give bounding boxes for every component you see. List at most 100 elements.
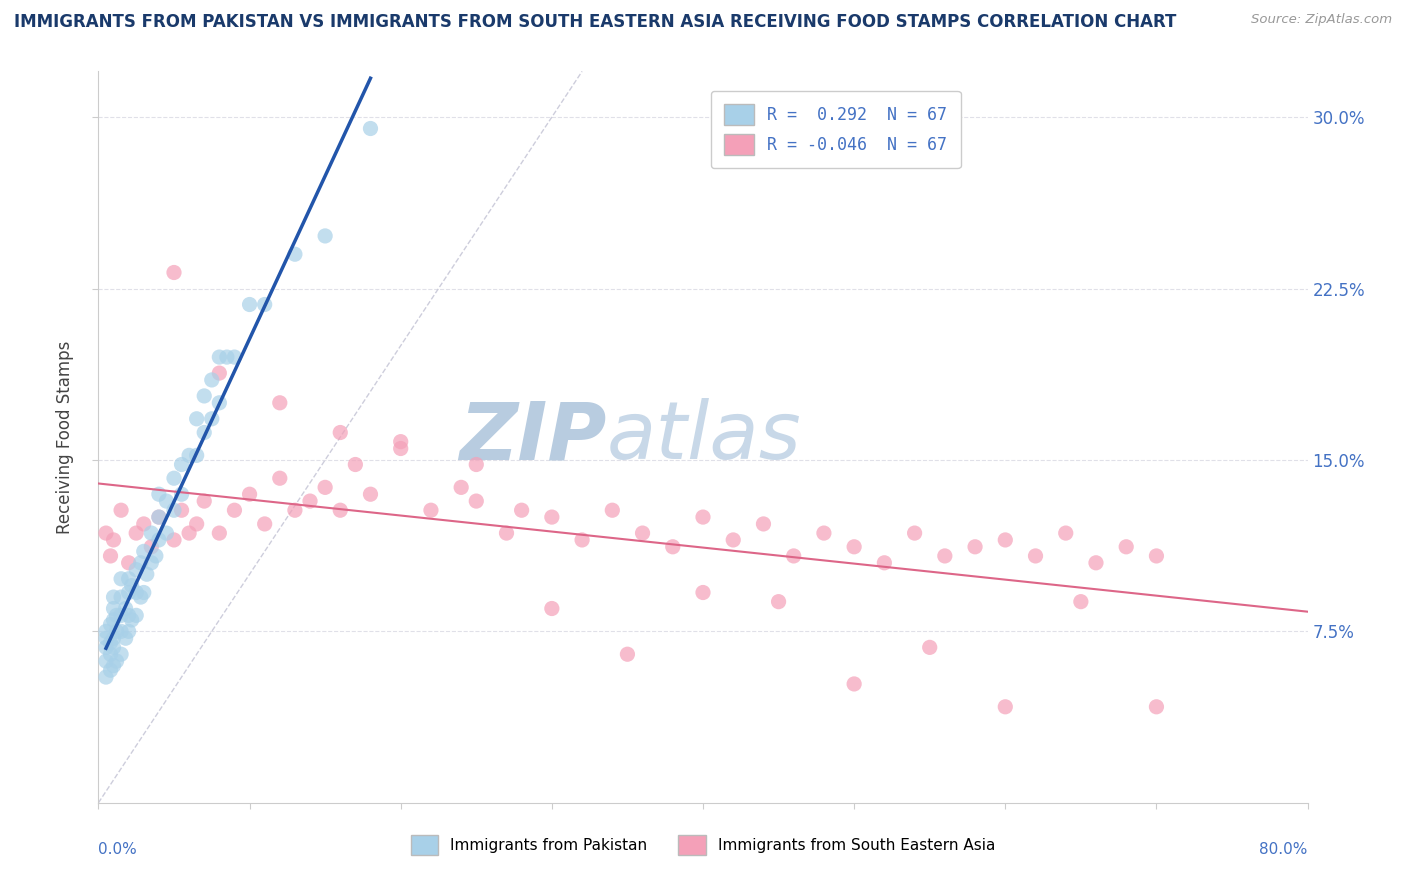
Y-axis label: Receiving Food Stamps: Receiving Food Stamps <box>56 341 75 533</box>
Point <box>125 526 148 541</box>
Point <box>224 503 246 517</box>
Point <box>170 487 193 501</box>
Point <box>692 510 714 524</box>
Point <box>110 590 132 604</box>
Point <box>201 373 224 387</box>
Text: atlas: atlas <box>606 398 801 476</box>
Point <box>208 396 231 410</box>
Point <box>193 494 215 508</box>
Point <box>934 549 956 563</box>
Point <box>420 503 443 517</box>
Point <box>465 458 488 472</box>
Point <box>163 503 186 517</box>
Point <box>253 297 276 311</box>
Point <box>299 494 322 508</box>
Point <box>208 526 231 541</box>
Point <box>783 549 806 563</box>
Point <box>94 640 117 655</box>
Point <box>360 121 382 136</box>
Point <box>329 425 352 440</box>
Point <box>110 572 132 586</box>
Point <box>813 526 835 541</box>
Point <box>125 608 148 623</box>
Point <box>148 533 170 547</box>
Point <box>125 563 148 577</box>
Point <box>186 412 208 426</box>
Point <box>148 510 170 524</box>
Point <box>118 572 141 586</box>
Point <box>1085 556 1108 570</box>
Point <box>768 595 790 609</box>
Point <box>132 544 155 558</box>
Point <box>1144 699 1167 714</box>
Point <box>253 516 276 531</box>
Point <box>155 494 177 508</box>
Point <box>239 487 262 501</box>
Point <box>141 556 163 570</box>
Point <box>193 389 215 403</box>
Point <box>129 590 152 604</box>
Point <box>918 640 941 655</box>
Point <box>163 533 186 547</box>
Point <box>844 677 866 691</box>
Point <box>692 585 714 599</box>
Point <box>844 540 866 554</box>
Point <box>121 579 143 593</box>
Point <box>94 632 117 646</box>
Point <box>132 516 155 531</box>
Point <box>94 670 117 684</box>
Point <box>129 556 152 570</box>
Point <box>193 425 215 440</box>
Point <box>148 510 170 524</box>
Point <box>110 503 132 517</box>
Point <box>495 526 517 541</box>
Point <box>125 585 148 599</box>
Point <box>1054 526 1077 541</box>
Point <box>269 396 291 410</box>
Point <box>631 526 654 541</box>
Point <box>155 526 177 541</box>
Legend: Immigrants from Pakistan, Immigrants from South Eastern Asia: Immigrants from Pakistan, Immigrants fro… <box>405 830 1001 861</box>
Point <box>904 526 927 541</box>
Point <box>269 471 291 485</box>
Point <box>201 412 224 426</box>
Point <box>94 526 117 541</box>
Point <box>284 503 307 517</box>
Point <box>1144 549 1167 563</box>
Point <box>163 266 186 280</box>
Point <box>465 494 488 508</box>
Point <box>163 471 186 485</box>
Point <box>105 608 128 623</box>
Point <box>602 503 624 517</box>
Point <box>224 350 246 364</box>
Point <box>103 613 125 627</box>
Point <box>571 533 593 547</box>
Text: ZIP: ZIP <box>458 398 606 476</box>
Point <box>94 624 117 639</box>
Point <box>389 442 412 456</box>
Point <box>186 516 208 531</box>
Point <box>450 480 472 494</box>
Point <box>208 350 231 364</box>
Point <box>540 601 562 615</box>
Point <box>114 601 136 615</box>
Point <box>141 540 163 554</box>
Point <box>510 503 533 517</box>
Point <box>103 632 125 646</box>
Point <box>344 458 367 472</box>
Point <box>360 487 382 501</box>
Point <box>540 510 562 524</box>
Point <box>179 526 201 541</box>
Point <box>110 624 132 639</box>
Point <box>965 540 987 554</box>
Point <box>145 549 167 563</box>
Point <box>105 624 128 639</box>
Point <box>661 540 683 554</box>
Point <box>118 624 141 639</box>
Point <box>208 366 231 380</box>
Point <box>148 487 170 501</box>
Point <box>110 647 132 661</box>
Point <box>723 533 745 547</box>
Point <box>121 613 143 627</box>
Point <box>994 533 1017 547</box>
